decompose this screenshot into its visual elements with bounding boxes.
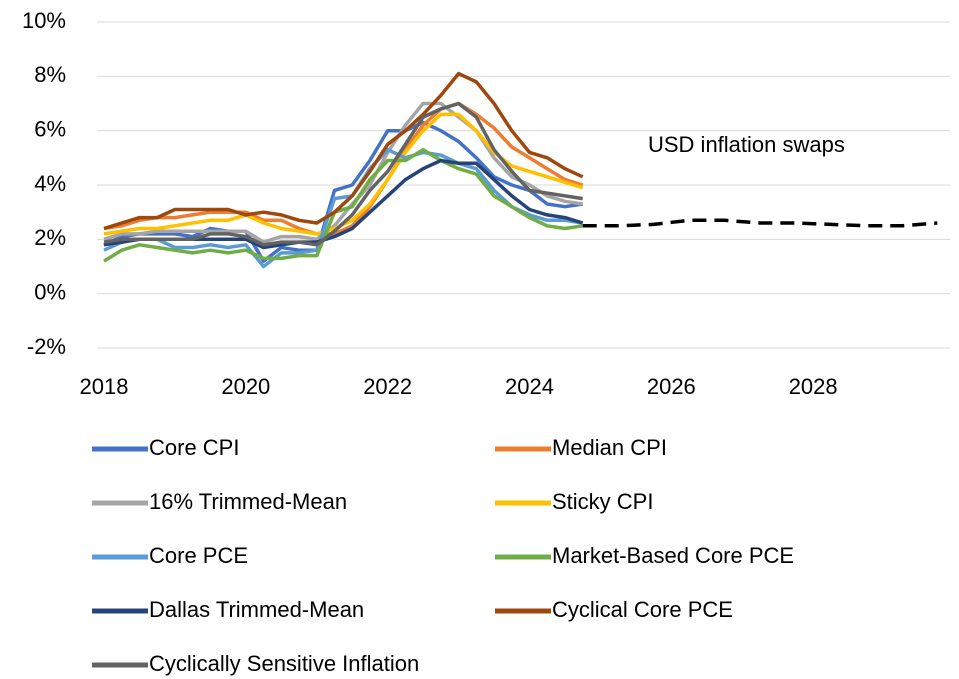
legend-label: Cyclical Core PCE — [552, 597, 733, 622]
legend-label: Core CPI — [149, 435, 239, 460]
legend-label: Median CPI — [552, 435, 667, 460]
annotation: USD inflation swaps — [648, 132, 845, 157]
legend-label: Cyclically Sensitive Inflation — [149, 651, 419, 676]
y-tick-label: 2% — [34, 225, 66, 250]
x-tick-label: 2022 — [363, 374, 412, 399]
swap-line — [582, 218, 938, 228]
series-line — [103, 120, 583, 263]
series-line — [103, 101, 583, 244]
series-line — [103, 101, 584, 236]
legend-label: Core PCE — [149, 543, 248, 568]
legend-label: Dallas Trimmed-Mean — [149, 597, 364, 622]
y-tick-label: 8% — [34, 62, 66, 87]
y-tick-label: 10% — [22, 8, 66, 33]
y-tick-label: 4% — [34, 171, 66, 196]
series-line — [103, 101, 583, 247]
series-line — [103, 71, 584, 231]
y-tick-label: 0% — [34, 279, 66, 304]
series-line — [103, 147, 583, 269]
x-tick-label: 2026 — [647, 374, 696, 399]
x-tick-label: 2020 — [221, 374, 270, 399]
legend-label: 16% Trimmed-Mean — [149, 489, 347, 514]
y-tick-label: -2% — [27, 334, 66, 359]
legend-label: Sticky CPI — [552, 489, 653, 514]
x-tick-label: 2028 — [789, 374, 838, 399]
series-line — [103, 147, 583, 263]
x-tick-label: 2024 — [505, 374, 554, 399]
x-tick-label: 2018 — [80, 374, 129, 399]
legend-label: Market-Based Core PCE — [552, 543, 794, 568]
y-tick-label: 6% — [34, 116, 66, 141]
